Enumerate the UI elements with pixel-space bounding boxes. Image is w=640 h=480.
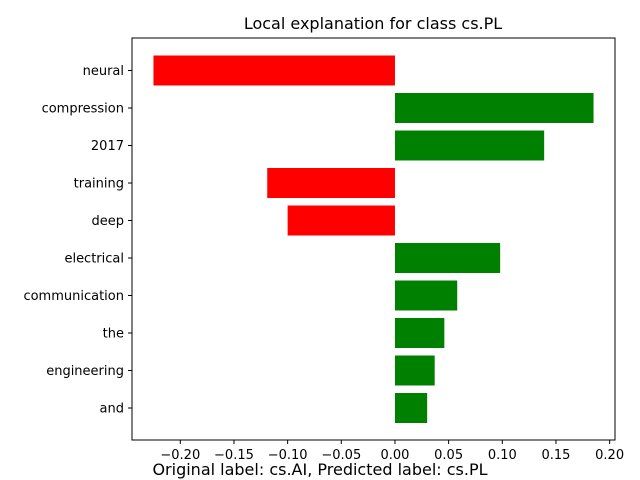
bar-communication xyxy=(394,280,458,311)
axes-layer: neural compression 2017 training deep electri… xyxy=(23,37,624,463)
x-tick-label: −0.20 xyxy=(160,448,200,463)
y-tick-label: compression xyxy=(42,102,124,117)
bars-layer xyxy=(153,55,594,423)
bar-electrical xyxy=(394,243,501,273)
x-tick-label: −0.05 xyxy=(321,448,361,463)
x-tick-label: 0.05 xyxy=(434,448,463,463)
bar-deep xyxy=(287,205,395,236)
x-tick-label: 0.10 xyxy=(488,448,517,463)
x-tick-label: −0.10 xyxy=(268,448,308,463)
bar-training xyxy=(267,168,395,198)
y-tick-label: training xyxy=(74,177,124,192)
y-tick-label: electrical xyxy=(64,252,124,267)
y-tick-label: and xyxy=(100,402,124,417)
bar-the xyxy=(394,318,445,348)
chart-title: Local explanation for class cs.PL xyxy=(244,14,502,33)
caption-text: Original label: cs.AI, Predicted label: … xyxy=(152,460,487,479)
axes-frame xyxy=(131,37,616,441)
x-tick-label: 0.00 xyxy=(380,448,409,463)
bar-and xyxy=(394,393,428,423)
y-tick-label: the xyxy=(103,327,124,342)
y-tick-label: deep xyxy=(92,214,125,229)
x-tick-label: −0.15 xyxy=(214,448,254,463)
x-tick-label: 0.20 xyxy=(595,448,624,463)
y-tick-label: 2017 xyxy=(91,139,124,154)
y-tick-label: neural xyxy=(83,64,124,79)
y-tick-label: communication xyxy=(23,289,124,304)
bar-neural xyxy=(153,55,395,86)
bar-engineering xyxy=(394,355,435,386)
bar-2017 xyxy=(394,130,545,161)
y-tick-label: engineering xyxy=(46,364,124,379)
x-tick-label: 0.15 xyxy=(541,448,570,463)
bar-compression xyxy=(394,93,594,123)
